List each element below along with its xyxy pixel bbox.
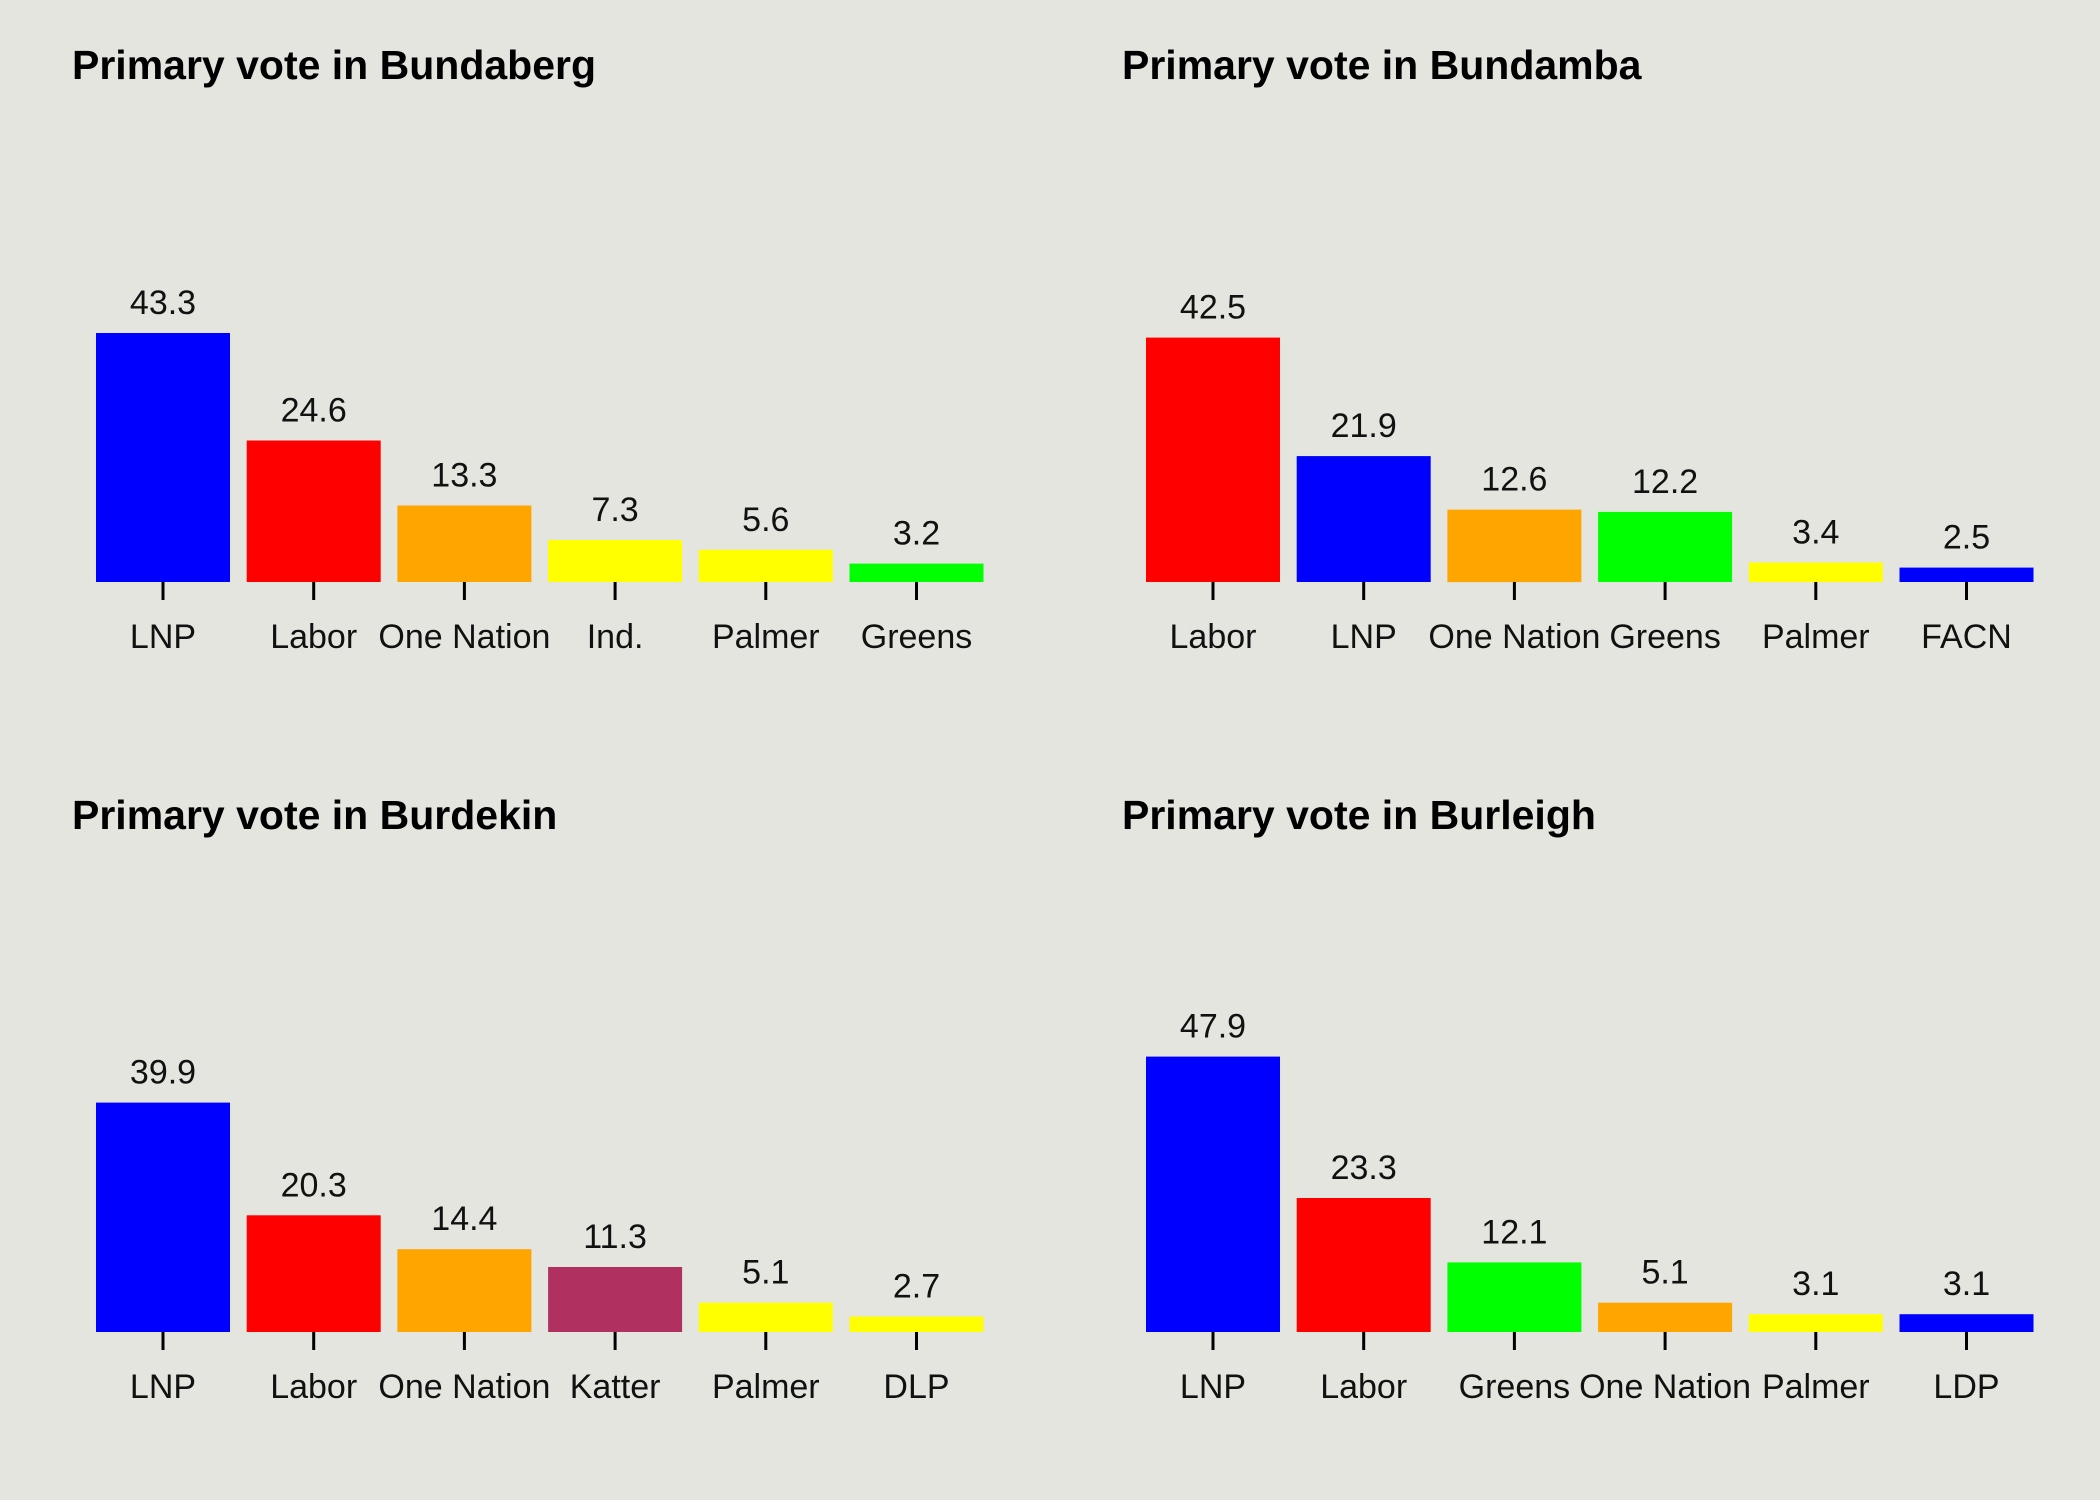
x-tick-label: Katter bbox=[570, 1368, 661, 1406]
bar-labor bbox=[246, 440, 381, 582]
bar-greens bbox=[849, 563, 984, 582]
bar-labor bbox=[1296, 1198, 1431, 1332]
value-label: 2.5 bbox=[1943, 519, 1990, 557]
value-label: 3.4 bbox=[1792, 514, 1839, 552]
value-label: 12.1 bbox=[1481, 1213, 1547, 1251]
chart-panel-burleigh: Primary vote in Burleigh 47.9 LNP 23.3 Labo… bbox=[1050, 750, 2100, 1500]
value-label: 5.6 bbox=[742, 501, 789, 539]
bar-chart-bundamba: 42.5 Labor 21.9 LNP 12.6 One Nation 12.2 Greens… bbox=[1146, 289, 2034, 656]
chart-panel-bundaberg: Primary vote in Bundaberg 43.3 LNP 24.6 Lab… bbox=[0, 0, 1050, 750]
chart-title: Primary vote in Burdekin bbox=[72, 792, 558, 838]
x-tick-label: LNP bbox=[130, 1368, 196, 1406]
x-tick-label: Greens bbox=[1459, 1368, 1571, 1406]
value-label: 42.5 bbox=[1180, 289, 1246, 327]
value-label: 24.6 bbox=[281, 392, 347, 430]
bar-one-nation bbox=[1447, 509, 1582, 583]
chart-title: Primary vote in Burleigh bbox=[1122, 792, 1596, 838]
x-tick-label: LDP bbox=[1933, 1368, 1999, 1406]
value-label: 3.1 bbox=[1943, 1265, 1990, 1303]
chart-title: Primary vote in Bundamba bbox=[1122, 42, 1642, 88]
bar-palmer bbox=[698, 549, 833, 582]
value-label: 5.1 bbox=[1641, 1254, 1688, 1292]
bar-palmer bbox=[1748, 562, 1883, 583]
x-tick-label: Palmer bbox=[1762, 618, 1870, 656]
bar-dlp bbox=[849, 1316, 984, 1332]
x-tick-label: Greens bbox=[861, 618, 973, 656]
value-label: 13.3 bbox=[431, 457, 497, 495]
bar-one-nation bbox=[397, 1249, 532, 1332]
value-label: 39.9 bbox=[130, 1054, 196, 1092]
bar-one-nation bbox=[1598, 1302, 1733, 1332]
x-tick-label: One Nation bbox=[1579, 1368, 1751, 1406]
bar-facn bbox=[1899, 567, 2034, 582]
x-tick-label: One Nation bbox=[1428, 618, 1600, 656]
bar-greens bbox=[1447, 1262, 1582, 1332]
value-label: 20.3 bbox=[281, 1166, 347, 1204]
value-label: 21.9 bbox=[1331, 407, 1397, 445]
value-label: 12.6 bbox=[1481, 461, 1547, 499]
bar-lnp bbox=[1296, 456, 1431, 582]
bar-one-nation bbox=[397, 505, 532, 582]
x-tick-label: LNP bbox=[130, 618, 196, 656]
bar-lnp bbox=[1146, 1056, 1280, 1332]
x-tick-label: Palmer bbox=[712, 1368, 820, 1406]
value-label: 2.7 bbox=[893, 1268, 940, 1306]
bar-labor bbox=[246, 1215, 381, 1332]
value-label: 7.3 bbox=[591, 491, 638, 529]
bar-labor bbox=[1146, 337, 1280, 582]
x-tick-label: LNP bbox=[1331, 618, 1397, 656]
x-tick-label: FACN bbox=[1921, 618, 2012, 656]
x-tick-label: Labor bbox=[270, 618, 357, 656]
x-tick-label: Labor bbox=[1170, 618, 1257, 656]
value-label: 14.4 bbox=[431, 1200, 497, 1238]
value-label: 12.2 bbox=[1632, 463, 1698, 501]
x-tick-label: Palmer bbox=[712, 618, 820, 656]
x-tick-label: Labor bbox=[1320, 1368, 1407, 1406]
value-label: 43.3 bbox=[130, 284, 196, 322]
x-tick-label: Greens bbox=[1609, 618, 1721, 656]
chart-panel-burdekin: Primary vote in Burdekin 39.9 LNP 20.3 Labo… bbox=[0, 750, 1050, 1500]
chart-title: Primary vote in Bundaberg bbox=[72, 42, 597, 88]
bar-greens bbox=[1598, 511, 1733, 582]
x-tick-label: DLP bbox=[883, 1368, 949, 1406]
chart-panel-bundamba: Primary vote in Bundamba 42.5 Labor 21.9 LN… bbox=[1050, 0, 2100, 750]
x-tick-label: One Nation bbox=[378, 618, 550, 656]
value-label: 5.1 bbox=[742, 1254, 789, 1292]
bar-katter bbox=[548, 1267, 683, 1332]
bar-lnp bbox=[96, 333, 230, 582]
value-label: 3.2 bbox=[893, 515, 940, 553]
bar-lnp bbox=[96, 1102, 230, 1332]
x-tick-label: Palmer bbox=[1762, 1368, 1870, 1406]
value-label: 23.3 bbox=[1331, 1149, 1397, 1187]
value-label: 3.1 bbox=[1792, 1265, 1839, 1303]
x-tick-label: LNP bbox=[1180, 1368, 1246, 1406]
bar-ldp bbox=[1899, 1314, 2034, 1332]
bar-chart-burdekin: 39.9 LNP 20.3 Labor 14.4 One Nation 11.3 Katter… bbox=[96, 1054, 984, 1406]
value-label: 47.9 bbox=[1180, 1008, 1246, 1046]
x-tick-label: One Nation bbox=[378, 1368, 550, 1406]
value-label: 11.3 bbox=[583, 1218, 647, 1256]
bar-palmer bbox=[698, 1302, 833, 1332]
bar-ind bbox=[548, 540, 683, 582]
bar-palmer bbox=[1748, 1314, 1883, 1332]
bar-chart-bundaberg: 43.3 LNP 24.6 Labor 13.3 One Nation 7.3 Ind. 5.6… bbox=[96, 284, 984, 656]
x-tick-label: Labor bbox=[270, 1368, 357, 1406]
x-tick-label: Ind. bbox=[587, 618, 644, 656]
bar-chart-burleigh: 47.9 LNP 23.3 Labor 12.1 Greens 5.1 One Nation 3… bbox=[1146, 1008, 2034, 1406]
